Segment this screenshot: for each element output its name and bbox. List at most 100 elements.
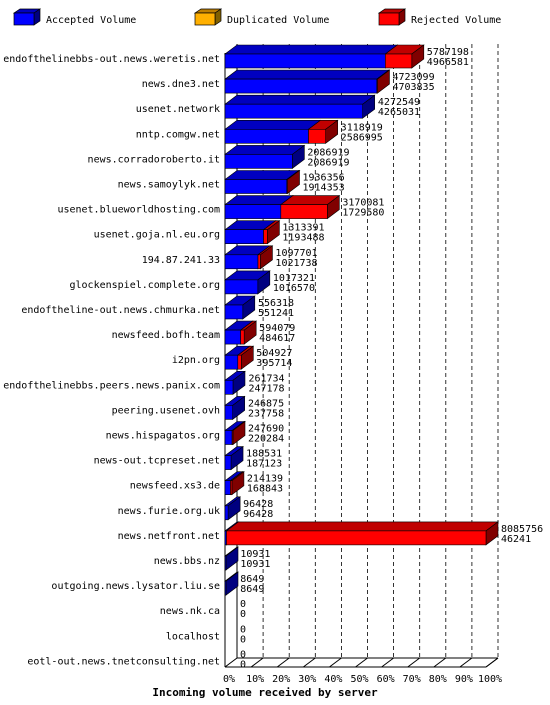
accepted-value-label: 0 bbox=[240, 609, 246, 620]
server-label: news.hispagatos.org bbox=[106, 431, 220, 442]
accepted-bar-front bbox=[224, 304, 244, 320]
accepted-value-label: 187123 bbox=[246, 459, 282, 470]
server-label: i2pn.org bbox=[172, 355, 220, 366]
x-tick bbox=[407, 657, 421, 668]
rejected-bar bbox=[307, 119, 339, 144]
x-tick bbox=[276, 657, 290, 668]
rejected-bar-top bbox=[225, 521, 499, 532]
accepted-bar bbox=[224, 446, 244, 471]
rejected-bar-front bbox=[257, 254, 261, 270]
legend-label: Accepted Volume bbox=[46, 15, 136, 26]
total-value-label: 261734 bbox=[248, 373, 284, 384]
accepted-value-label: 2086919 bbox=[307, 157, 349, 168]
x-tick-label: 10% bbox=[246, 674, 264, 685]
accepted-bar-top bbox=[224, 69, 390, 80]
x-tick-label: 70% bbox=[403, 674, 421, 685]
accepted-bar-front bbox=[224, 254, 259, 270]
x-tick-label: 20% bbox=[272, 674, 290, 685]
total-value-label: 2086919 bbox=[307, 147, 349, 158]
x-tick-label: 40% bbox=[324, 674, 342, 685]
rejected-bar-front bbox=[385, 53, 413, 69]
accepted-bar-front bbox=[224, 555, 227, 571]
server-label: news.dne3.net bbox=[142, 79, 220, 90]
accepted-bar-front bbox=[224, 129, 309, 144]
total-value-label: 0 bbox=[240, 649, 246, 660]
server-label: peering.usenet.ovh bbox=[112, 405, 220, 416]
x-tick bbox=[485, 657, 499, 668]
accepted-bar-front bbox=[224, 480, 231, 496]
accepted-value-label: 1729580 bbox=[342, 208, 384, 219]
accepted-bar bbox=[224, 44, 399, 69]
accepted-value-label: 4703835 bbox=[392, 82, 434, 93]
accepted-bar bbox=[224, 144, 306, 169]
server-label: endofthelinebbs.peers.news.panix.com bbox=[3, 380, 220, 391]
total-value-label: 4723099 bbox=[392, 72, 434, 83]
server-label: news.corradoroberto.it bbox=[88, 154, 220, 165]
accepted-bar-front bbox=[224, 179, 288, 194]
accepted-bar-top bbox=[224, 44, 399, 55]
server-label: news.bbs.nz bbox=[154, 556, 220, 567]
total-value-label: 8085756 bbox=[501, 524, 543, 535]
accepted-value-label: 484617 bbox=[259, 333, 295, 344]
accepted-bar bbox=[224, 270, 271, 295]
total-value-label: 1097701 bbox=[275, 248, 317, 259]
accepted-bar-front bbox=[224, 430, 233, 445]
rejected-bar bbox=[231, 420, 246, 446]
accepted-value-label: 1193488 bbox=[282, 233, 324, 244]
accepted-bar-front bbox=[224, 279, 259, 295]
accepted-bar-front bbox=[224, 405, 233, 420]
total-value-label: 246875 bbox=[248, 398, 284, 409]
accepted-bar bbox=[224, 370, 246, 395]
rejected-bar bbox=[257, 245, 274, 270]
server-label: news-out.tcpreset.net bbox=[94, 456, 220, 467]
accepted-bar-front bbox=[224, 505, 229, 521]
accepted-bar-front bbox=[224, 103, 363, 119]
accepted-value-label: 1016570 bbox=[273, 283, 315, 294]
accepted-bar-front bbox=[224, 580, 227, 596]
accepted-value-label: 8649 bbox=[240, 584, 264, 595]
rejected-bar-front bbox=[230, 480, 233, 496]
server-label: usenet.blueworldhosting.com bbox=[57, 205, 220, 216]
x-tick bbox=[329, 657, 342, 668]
accepted-bar-top bbox=[224, 120, 322, 130]
legend-swatch bbox=[194, 12, 216, 26]
accepted-bar bbox=[224, 496, 242, 521]
x-axis-title: Incoming volume received by server bbox=[152, 686, 378, 699]
x-tick bbox=[224, 657, 238, 668]
server-label: news.furie.org.uk bbox=[118, 506, 220, 517]
x-tick bbox=[250, 657, 264, 668]
accepted-bar bbox=[224, 245, 271, 270]
x-tick bbox=[381, 657, 394, 668]
accepted-bar bbox=[224, 119, 322, 144]
accepted-value-label: 1021738 bbox=[275, 258, 317, 269]
accepted-value-label: 168843 bbox=[247, 484, 283, 495]
x-tick bbox=[302, 657, 316, 668]
rejected-bar-front bbox=[286, 179, 288, 194]
total-value-label: 5787198 bbox=[427, 47, 469, 58]
accepted-bar bbox=[224, 571, 239, 596]
server-label: newsfeed.xs3.de bbox=[130, 481, 220, 492]
rejected-bar bbox=[375, 69, 391, 94]
total-value-label: 3170081 bbox=[342, 198, 384, 209]
rejected-bar-front bbox=[308, 129, 326, 144]
rejected-bar bbox=[236, 345, 255, 370]
x-tick bbox=[433, 657, 447, 668]
legend-label: Rejected Volume bbox=[411, 15, 501, 26]
rejected-bar bbox=[384, 44, 425, 69]
accepted-value-label: 551241 bbox=[258, 308, 294, 319]
accepted-value-label: 237758 bbox=[248, 408, 284, 419]
total-value-label: 247690 bbox=[248, 424, 284, 435]
rejected-bar-front bbox=[263, 229, 268, 244]
accepted-value-label: 0 bbox=[240, 659, 246, 670]
legend-swatch bbox=[13, 12, 35, 26]
x-tick-label: 100% bbox=[478, 674, 502, 685]
x-tick bbox=[355, 657, 368, 668]
accepted-bar-top bbox=[224, 94, 376, 105]
accepted-bar-front bbox=[224, 229, 264, 244]
x-tick-label: 0% bbox=[223, 674, 235, 685]
accepted-value-label: 4966581 bbox=[427, 57, 469, 68]
accepted-bar bbox=[224, 546, 239, 571]
rejected-bar bbox=[229, 471, 245, 496]
